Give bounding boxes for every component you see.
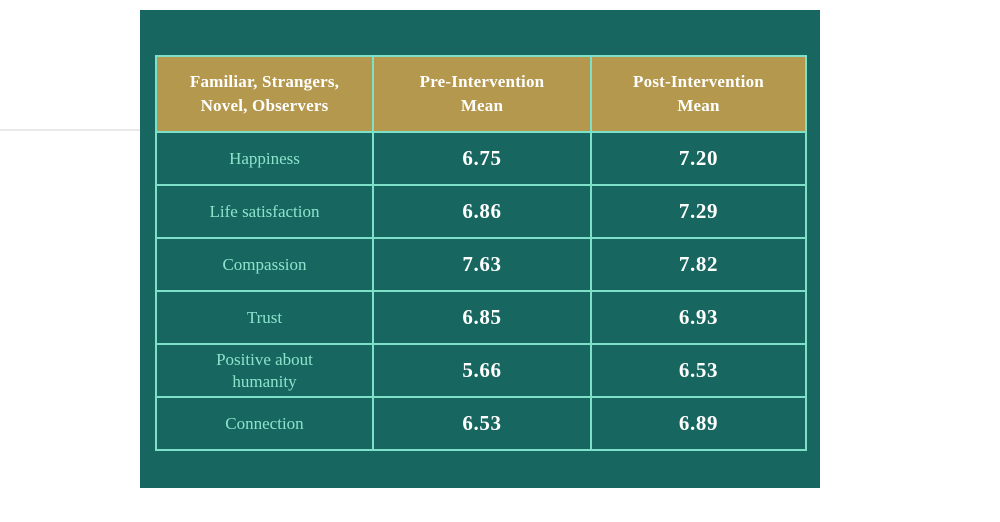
header-pre-intervention-column: Pre-Intervention Mean <box>372 55 592 133</box>
table-row: Connection 6.53 6.89 <box>155 396 807 451</box>
happiness-post-value: 7.20 <box>590 131 807 186</box>
row-label-life-satisfaction: Life satisfaction <box>155 184 374 239</box>
table-body: Happiness 6.75 7.20 Life satisfaction 6.… <box>155 131 807 451</box>
header-row: Familiar, Strangers, Novel, Observers Pr… <box>155 55 807 133</box>
table-row: Happiness 6.75 7.20 <box>155 131 807 186</box>
connection-pre-value: 6.53 <box>372 396 592 451</box>
table-header: Familiar, Strangers, Novel, Observers Pr… <box>155 55 807 133</box>
table-row: Positive about humanity 5.66 6.53 <box>155 343 807 398</box>
life-satisfaction-post-value: 7.29 <box>590 184 807 239</box>
table-row: Life satisfaction 6.86 7.29 <box>155 184 807 239</box>
table-row: Compassion 7.63 7.82 <box>155 237 807 292</box>
table-panel: Familiar, Strangers, Novel, Observers Pr… <box>140 10 820 488</box>
compassion-pre-value: 7.63 <box>372 237 592 292</box>
row-label-positive-about-humanity: Positive about humanity <box>155 343 374 398</box>
positive-about-humanity-pre-value: 5.66 <box>372 343 592 398</box>
happiness-pre-value: 6.75 <box>372 131 592 186</box>
row-label-connection: Connection <box>155 396 374 451</box>
positive-about-humanity-post-value: 6.53 <box>590 343 807 398</box>
row-label-compassion: Compassion <box>155 237 374 292</box>
trust-pre-value: 6.85 <box>372 290 592 345</box>
row-label-happiness: Happiness <box>155 131 374 186</box>
life-satisfaction-pre-value: 6.86 <box>372 184 592 239</box>
table-row: Trust 6.85 6.93 <box>155 290 807 345</box>
header-post-intervention-column: Post-Intervention Mean <box>590 55 807 133</box>
left-edge-divider <box>0 129 141 131</box>
row-label-trust: Trust <box>155 290 374 345</box>
intervention-results-table: Familiar, Strangers, Novel, Observers Pr… <box>155 55 807 451</box>
compassion-post-value: 7.82 <box>590 237 807 292</box>
header-measure-column: Familiar, Strangers, Novel, Observers <box>155 55 374 133</box>
connection-post-value: 6.89 <box>590 396 807 451</box>
trust-post-value: 6.93 <box>590 290 807 345</box>
